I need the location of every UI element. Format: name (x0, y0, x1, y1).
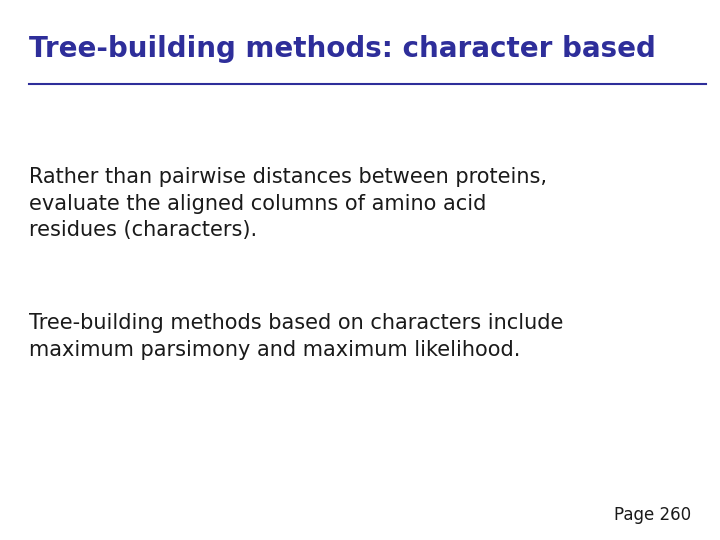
Text: Tree-building methods based on characters include
maximum parsimony and maximum : Tree-building methods based on character… (29, 313, 563, 360)
Text: Page 260: Page 260 (614, 506, 691, 524)
Text: Tree-building methods: character based: Tree-building methods: character based (29, 35, 656, 63)
Text: Rather than pairwise distances between proteins,
evaluate the aligned columns of: Rather than pairwise distances between p… (29, 167, 546, 240)
